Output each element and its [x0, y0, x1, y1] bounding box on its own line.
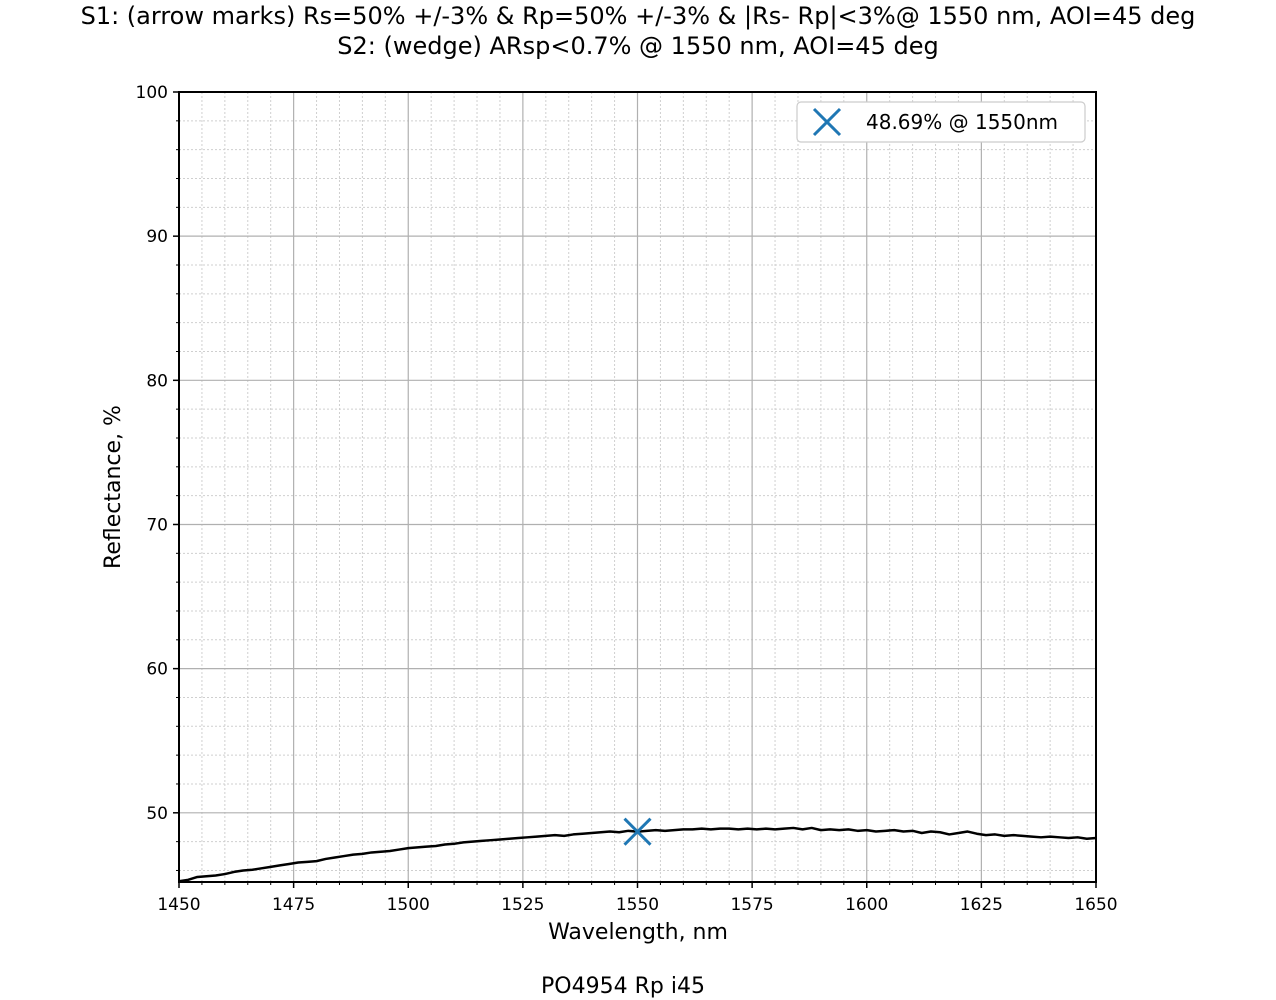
x-tick-label: 1550: [616, 895, 659, 915]
chart-title-line-2: S2: (wedge) ARsp<0.7% @ 1550 nm, AOI=45 …: [337, 32, 938, 60]
x-tick-label: 1625: [960, 895, 1003, 915]
series-layer: [178, 817, 1097, 883]
y-tick-label: 100: [136, 83, 168, 103]
chart-title-line-1: S1: (arrow marks) Rs=50% +/-3% & Rp=50% …: [81, 2, 1196, 30]
legend-label: 48.69% @ 1550nm: [866, 110, 1058, 134]
x-tick-label: 1475: [272, 895, 315, 915]
x-tick-label: 1650: [1074, 895, 1117, 915]
data-point-marker: [623, 817, 652, 846]
legend-x-marker: [812, 107, 842, 137]
legend: 48.69% @ 1550nm: [796, 101, 1086, 143]
y-tick-label: 70: [146, 515, 168, 535]
legend-box: [796, 101, 1086, 143]
x-tick-label: 1450: [157, 895, 200, 915]
x-marker-stroke: [623, 817, 652, 846]
x-marker-stroke: [812, 107, 842, 137]
x-axis-label: Wavelength, nm: [548, 920, 728, 945]
y-tick-label: 50: [146, 804, 168, 824]
y-tick-label: 90: [146, 227, 168, 247]
x-tick-label: 1600: [845, 895, 888, 915]
x-tick-label: 1575: [730, 895, 773, 915]
x-tick-label: 1525: [501, 895, 544, 915]
y-axis-ticks: 50 60 70 80 90 100: [136, 83, 179, 871]
y-tick-label: 60: [146, 660, 168, 680]
x-tick-label: 1500: [387, 895, 430, 915]
x-axis-ticks: 1450 1475 1500 1525 1550 1575 1600 1625 1650: [157, 882, 1118, 915]
y-axis-label: Reflectance, %: [101, 405, 126, 569]
legend-x-marker-icon: [812, 107, 842, 137]
y-tick-label: 80: [146, 371, 168, 391]
chart-footer: PO4954 Rp i45: [541, 974, 705, 999]
